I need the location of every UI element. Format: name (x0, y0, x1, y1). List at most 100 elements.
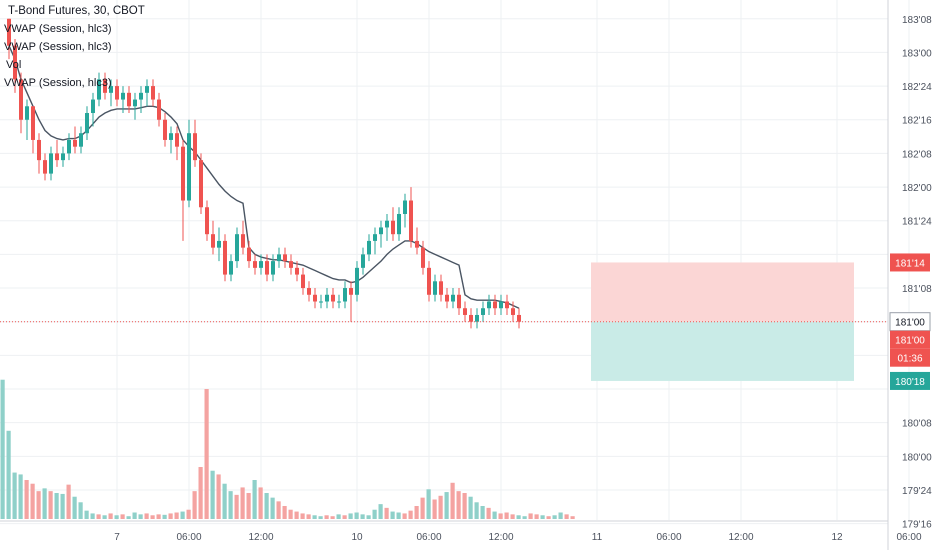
volume-bar (348, 513, 353, 519)
candle-body (289, 261, 293, 268)
price-tick-label: 179'24 (902, 486, 932, 497)
volume-bar (366, 515, 371, 519)
volume-bar (336, 514, 341, 519)
volume-bar (288, 509, 293, 519)
volume-bar (324, 515, 329, 519)
candle-body (445, 294, 449, 302)
candle-body (91, 99, 95, 114)
price-tick-label: 182'24 (902, 82, 932, 93)
stop-price-badge: 181'14 (895, 258, 925, 269)
volume-bar (294, 511, 299, 519)
price-tick-label: 182'16 (902, 116, 932, 127)
volume-bar (192, 491, 197, 519)
volume-bar (138, 514, 143, 519)
volume-bar (210, 470, 215, 519)
last-price-badge: 181'00 (895, 336, 925, 347)
position-target-zone (591, 321, 854, 381)
candle-body (133, 99, 137, 107)
entry-price-badge: 181'00 (895, 318, 925, 329)
volume-bar (150, 515, 155, 519)
volume-bar (186, 509, 191, 519)
last-price-badge-bg (890, 330, 930, 349)
volume-bar (198, 467, 203, 519)
volume-bar (264, 493, 269, 519)
volume-bar (330, 516, 335, 519)
volume-bar (60, 493, 65, 519)
price-tick-label: 182'00 (902, 183, 932, 194)
candle-body (109, 86, 113, 93)
candle-body (97, 79, 101, 100)
volume-bar (486, 507, 491, 519)
candle-body (415, 240, 419, 248)
volume-bar (24, 480, 29, 519)
volume-bar (132, 512, 137, 519)
volume-bar (66, 484, 71, 519)
volume-bar (462, 493, 467, 519)
candle-body (127, 92, 131, 107)
legend-vwap-3[interactable]: VWAP (Session, hlc3) (4, 77, 112, 89)
volume-bars (0, 379, 575, 519)
volume-bar (78, 502, 83, 519)
target-price-badge-bg (890, 371, 930, 390)
legend-volume[interactable]: Vol (6, 59, 22, 71)
volume-bar (180, 511, 185, 519)
legend-symbol-title[interactable]: T-Bond Futures, 30, CBOT (8, 5, 145, 17)
volume-bar (0, 379, 5, 519)
candle-body (277, 254, 281, 262)
candle-body (205, 207, 209, 235)
candle-body (67, 139, 71, 154)
volume-bar (270, 497, 275, 519)
volume-bar (246, 493, 251, 519)
bar-countdown-badge: 01:36 (897, 354, 922, 365)
candle-body (505, 301, 509, 309)
volume-bar (558, 512, 563, 519)
volume-bar (474, 502, 479, 519)
volume-bar (504, 512, 509, 519)
candle-body (61, 153, 65, 161)
volume-bar (156, 514, 161, 519)
vwap-line (8, 45, 520, 309)
candle-body (481, 308, 485, 315)
candle-body (271, 261, 275, 275)
volume-bar (384, 507, 389, 519)
volume-bar (96, 514, 101, 519)
volume-bar (528, 513, 533, 519)
volume-bar (540, 515, 545, 519)
candle-body (457, 294, 461, 309)
price-axis[interactable]: 183'08 183'00 182'24 182'16 182'08 182'00 181'… (887, 0, 932, 550)
legend-vwap-2[interactable]: VWAP (Session, hlc3) (4, 41, 112, 53)
candle-body (55, 153, 59, 161)
volume-bar (378, 504, 383, 519)
candle-body (265, 261, 269, 275)
candle-body (307, 288, 311, 295)
volume-bar (396, 512, 401, 519)
candle-body (463, 308, 467, 315)
time-axis[interactable]: 7 06:00 12:00 10 06:00 12:00 11 06:00 12:00 12 06:… (0, 520, 922, 543)
candle-body (391, 220, 395, 235)
candle-body (361, 254, 365, 268)
volume-bar (222, 483, 227, 519)
volume-bar (420, 497, 425, 519)
volume-bar (234, 494, 239, 519)
candle-body (427, 267, 431, 295)
candle-body (163, 119, 167, 140)
candle-body (367, 240, 371, 255)
candle-body (469, 314, 473, 322)
candle-body (223, 240, 227, 275)
candle-body (115, 86, 119, 100)
price-tick-label: 179'16 (902, 520, 932, 531)
candle-body (259, 261, 263, 268)
long-short-position-tool[interactable] (591, 262, 854, 381)
candle-body (181, 146, 185, 201)
legend-vwap-1[interactable]: VWAP (Session, hlc3) (4, 23, 112, 35)
volume-bar (114, 515, 119, 519)
volume-bar (12, 472, 17, 519)
candle-body (295, 267, 299, 275)
volume-bar (372, 509, 377, 519)
volume-bar (570, 516, 575, 519)
volume-bar (306, 514, 311, 519)
candle-body (421, 247, 425, 268)
candle-body (211, 234, 215, 248)
volume-bar (390, 511, 395, 519)
candle-body (283, 254, 287, 262)
